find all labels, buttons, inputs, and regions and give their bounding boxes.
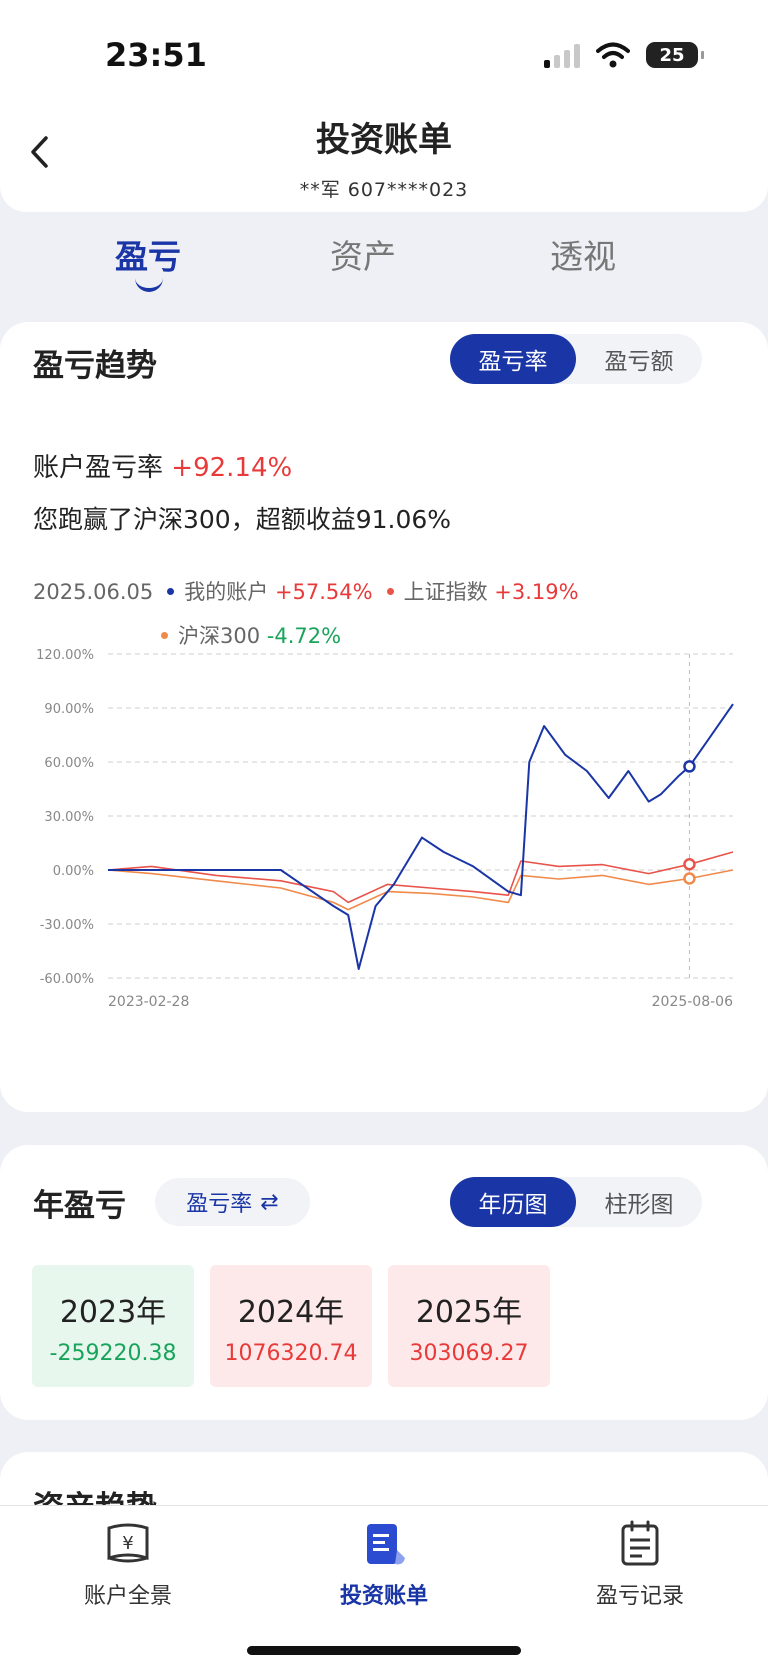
page-title: 投资账单 <box>316 120 452 160</box>
status-bar: 23:51 25 <box>0 0 768 110</box>
toggle-profit-rate[interactable]: 盈亏率 <box>450 334 576 384</box>
y-tick-label: 30.00% <box>44 810 94 825</box>
benchmark-summary: 您跑赢了沪深300，超额收益91.06% <box>33 505 452 534</box>
bottom-nav: ¥ 账户全景 投资账单 盈亏记录 <box>0 1505 768 1669</box>
legend-date: 2025.06.05 <box>33 580 154 604</box>
account-number: **军 607****023 <box>299 179 469 201</box>
year-card-2025[interactable]: 2025年 303069.27 <box>388 1265 550 1387</box>
y-tick-label: -60.00% <box>40 972 94 987</box>
clipboard-icon <box>621 1520 659 1566</box>
series-line-1 <box>107 851 734 904</box>
tab-profit-loss[interactable]: 盈亏 <box>115 237 181 276</box>
trend-title: 盈亏趋势 <box>33 348 157 384</box>
legend-name-shanghai: 上证指数 <box>403 580 488 604</box>
page-header: 投资账单 **军 607****023 <box>0 100 768 212</box>
nav-investment-bill[interactable]: 投资账单 <box>304 1520 464 1610</box>
legend-value-account: +57.54% <box>274 580 373 604</box>
active-tab-indicator <box>135 278 163 292</box>
account-rate-line: 账户盈亏率 +92.14% <box>33 447 292 484</box>
y-tick-label: 90.00% <box>44 702 94 717</box>
back-button[interactable] <box>28 130 50 181</box>
chart-legend: 2025.06.05 我的账户 +57.54% 上证指数 +3.19% 沪深300 … <box>33 570 753 658</box>
tab-insight[interactable]: 透视 <box>550 237 616 276</box>
year-label: 2023年 <box>59 1295 167 1330</box>
year-card-2024[interactable]: 2024年 1076320.74 <box>210 1265 372 1387</box>
year-card-2023[interactable]: 2023年 -259220.38 <box>32 1265 194 1387</box>
battery-level: 25 <box>659 44 685 66</box>
series-marker-0 <box>683 760 696 773</box>
toggle-calendar-view[interactable]: 年历图 <box>450 1177 576 1227</box>
y-tick-label: 120.00% <box>36 648 94 663</box>
annual-profit-card: 年盈亏 盈亏率 ⇄ 年历图 柱形图 2023年 -259220.38 2024年… <box>0 1145 768 1420</box>
legend-value-shanghai: +3.19% <box>494 580 579 604</box>
annual-view-toggle: 年历图 柱形图 <box>450 1177 702 1227</box>
x-tick-label-start: 2023-02-28 <box>108 994 189 1010</box>
toggle-bar-view[interactable]: 柱形图 <box>604 1192 674 1218</box>
chevron-left-icon <box>31 136 48 168</box>
tab-assets[interactable]: 资产 <box>330 237 396 276</box>
year-value: 1076320.74 <box>224 1341 358 1366</box>
home-indicator <box>247 1646 521 1655</box>
legend-dot-shanghai <box>386 587 394 595</box>
battery-icon: 25 <box>646 42 704 68</box>
annual-title: 年盈亏 <box>33 1188 126 1224</box>
profit-trend-card: 盈亏趋势 盈亏率 盈亏额 账户盈亏率 +92.14% 您跑赢了沪深300，超额收… <box>0 322 768 1112</box>
legend-dot-account <box>167 587 175 595</box>
series-line-0 <box>108 703 734 970</box>
legend-name-csi300: 沪深300 <box>178 624 261 648</box>
main-tabs: 盈亏 资产 透视 <box>0 230 768 300</box>
year-value: 303069.27 <box>409 1341 529 1366</box>
legend-dot-csi300 <box>161 631 168 639</box>
series-marker-2 <box>683 872 696 885</box>
nav-profit-records[interactable]: 盈亏记录 <box>560 1520 720 1610</box>
series-line-2 <box>107 869 734 911</box>
y-tick-label: 0.00% <box>53 864 94 879</box>
svg-text:¥: ¥ <box>122 1533 133 1554</box>
nav-label: 账户全景 <box>83 1584 172 1609</box>
nav-account-overview[interactable]: ¥ 账户全景 <box>48 1520 208 1610</box>
account-rate-label: 账户盈亏率 <box>33 453 164 483</box>
trend-metric-toggle: 盈亏率 盈亏额 <box>450 334 702 384</box>
series-marker-1 <box>683 858 696 871</box>
status-icons: 25 <box>544 42 704 68</box>
nav-label: 投资账单 <box>339 1584 428 1609</box>
toggle-profit-amount[interactable]: 盈亏额 <box>604 349 674 375</box>
bill-icon <box>367 1524 405 1565</box>
year-label: 2024年 <box>237 1295 345 1330</box>
nav-label: 盈亏记录 <box>595 1584 684 1609</box>
annual-metric-label: 盈亏率 <box>186 1192 253 1217</box>
cellular-signal-icon <box>544 42 580 68</box>
wifi-icon <box>596 42 630 68</box>
year-value: -259220.38 <box>49 1341 177 1366</box>
swap-icon: ⇄ <box>260 1189 279 1215</box>
account-rate-value: +92.14% <box>171 453 293 483</box>
annual-metric-switch[interactable]: 盈亏率 ⇄ <box>155 1178 310 1226</box>
scroll-yen-icon: ¥ <box>107 1523 149 1563</box>
profit-trend-chart[interactable]: 120.00% 90.00% 60.00% 30.00% 0.00% -30.00% -60… <box>0 642 768 1022</box>
y-tick-label: -30.00% <box>40 918 94 933</box>
y-tick-label: 60.00% <box>44 756 94 771</box>
status-time: 23:51 <box>105 36 207 74</box>
legend-value-csi300: -4.72% <box>266 624 342 648</box>
x-tick-label-end: 2025-08-06 <box>652 994 733 1010</box>
legend-name-account: 我的账户 <box>184 580 269 604</box>
year-label: 2025年 <box>415 1295 523 1330</box>
